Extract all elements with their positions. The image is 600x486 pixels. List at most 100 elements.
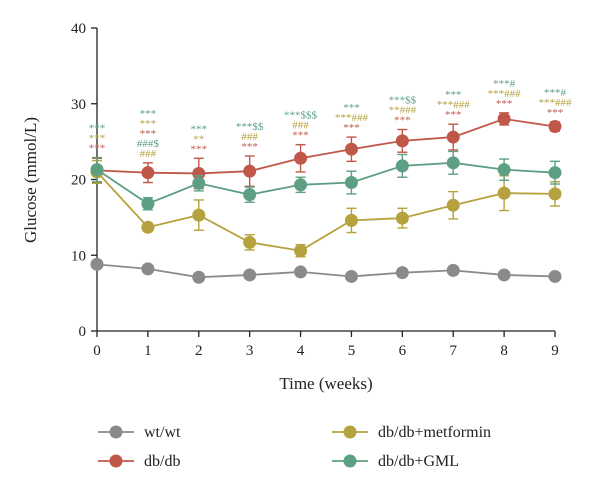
series-line	[96, 117, 556, 175]
significance-label: ***	[241, 141, 258, 153]
significance-label: ###	[241, 131, 258, 143]
series-0	[90, 257, 562, 284]
data-point	[192, 208, 206, 222]
significance-label: ***###	[539, 97, 573, 109]
significance-label: ***###	[335, 112, 369, 124]
data-point	[192, 166, 206, 180]
x-ticks: 0 1 2 3 4 5 6 7 8 9	[93, 331, 559, 359]
data-point	[344, 213, 358, 227]
data-point	[395, 266, 409, 280]
legend-item-1: db/db	[98, 453, 180, 470]
data-point	[294, 178, 308, 192]
y-tick-label: 10	[71, 248, 86, 264]
significance-label: ***	[496, 98, 513, 110]
data-point	[294, 265, 308, 279]
data-point	[141, 262, 155, 276]
significance-label: ***	[140, 118, 157, 130]
significance-label: ***	[191, 143, 208, 155]
data-point	[446, 156, 460, 170]
series-2	[90, 159, 562, 258]
significance-label: ***	[343, 102, 360, 114]
data-point	[294, 244, 308, 258]
data-point	[446, 198, 460, 212]
y-tick-label: 30	[71, 97, 86, 113]
significance-label: ***$$	[236, 121, 264, 133]
significance-label: ###	[140, 148, 157, 160]
data-point	[243, 268, 257, 282]
significance-label: ***	[394, 115, 411, 127]
significance-label: ***	[445, 89, 462, 101]
significance-label: ***	[547, 107, 564, 119]
data-point	[548, 187, 562, 201]
series-line	[96, 263, 556, 279]
data-point	[497, 112, 511, 126]
x-axis-title: Time (weeks)	[279, 374, 372, 393]
data-point	[243, 164, 257, 178]
significance-label: ###	[292, 120, 309, 132]
x-tick-label: 8	[500, 343, 508, 359]
data-point	[243, 235, 257, 249]
y-tick-label: 0	[79, 324, 87, 340]
data-point	[497, 268, 511, 282]
x-tick-label: 4	[297, 343, 305, 359]
y-tick-label: 40	[71, 21, 86, 37]
legend-label: db/db+metformin	[378, 424, 491, 441]
legend-item-2: db/db+metformin	[332, 424, 491, 441]
data-point	[243, 188, 257, 202]
data-point	[395, 211, 409, 225]
data-point	[497, 163, 511, 177]
significance-label: ***$$	[389, 95, 417, 107]
data-point	[90, 257, 104, 271]
data-point	[141, 197, 155, 211]
significance-label: ***	[191, 123, 208, 135]
data-point	[192, 176, 206, 190]
data-point	[548, 119, 562, 133]
series-1	[90, 112, 562, 190]
significance-label: ***	[89, 123, 106, 135]
x-tick-label: 0	[93, 343, 101, 359]
significance-label: ***	[140, 108, 157, 120]
significance-label: ###$	[137, 138, 160, 150]
data-point	[446, 130, 460, 144]
data-point	[497, 186, 511, 200]
legend-marker	[109, 454, 123, 468]
legend-item-3: db/db+GML	[332, 453, 459, 470]
significance-label: ***###	[437, 99, 471, 111]
series-3	[90, 150, 562, 211]
significance-label: ***	[89, 133, 106, 145]
data-point	[141, 220, 155, 234]
significance-label: ***	[343, 122, 360, 134]
legend-label: db/db	[144, 453, 180, 470]
legend-marker	[109, 425, 123, 439]
significance-label: **###	[389, 105, 417, 117]
x-tick-label: 5	[348, 343, 356, 359]
data-point	[446, 263, 460, 277]
data-point	[294, 151, 308, 165]
significance-label: ***###	[488, 88, 522, 100]
series-line	[96, 161, 556, 205]
legend-label: db/db+GML	[378, 453, 459, 470]
significance-label: ***#	[544, 87, 567, 99]
significance-label: ***	[292, 130, 309, 142]
significance-label: ***	[89, 143, 106, 155]
data-point	[344, 142, 358, 156]
x-tick-label: 9	[551, 343, 559, 359]
data-point	[548, 166, 562, 180]
legend-label: wt/wt	[144, 424, 181, 441]
data-point	[192, 270, 206, 284]
significance-label: ***	[140, 128, 157, 140]
data-point	[141, 166, 155, 180]
x-tick-label: 3	[246, 343, 254, 359]
significance-label: ***	[445, 109, 462, 121]
x-tick-label: 7	[449, 343, 457, 359]
significance-annotations: ******************###$###***********$$##…	[89, 78, 572, 160]
significance-label: ***#	[493, 78, 516, 90]
legend-marker	[343, 454, 357, 468]
data-point	[344, 176, 358, 190]
significance-label: ***$$$	[284, 110, 318, 122]
legend-item-0: wt/wt	[98, 424, 181, 441]
series-layer	[90, 112, 562, 284]
legend: wt/wt db/db db/db+metformin db/db+GML	[98, 424, 491, 470]
